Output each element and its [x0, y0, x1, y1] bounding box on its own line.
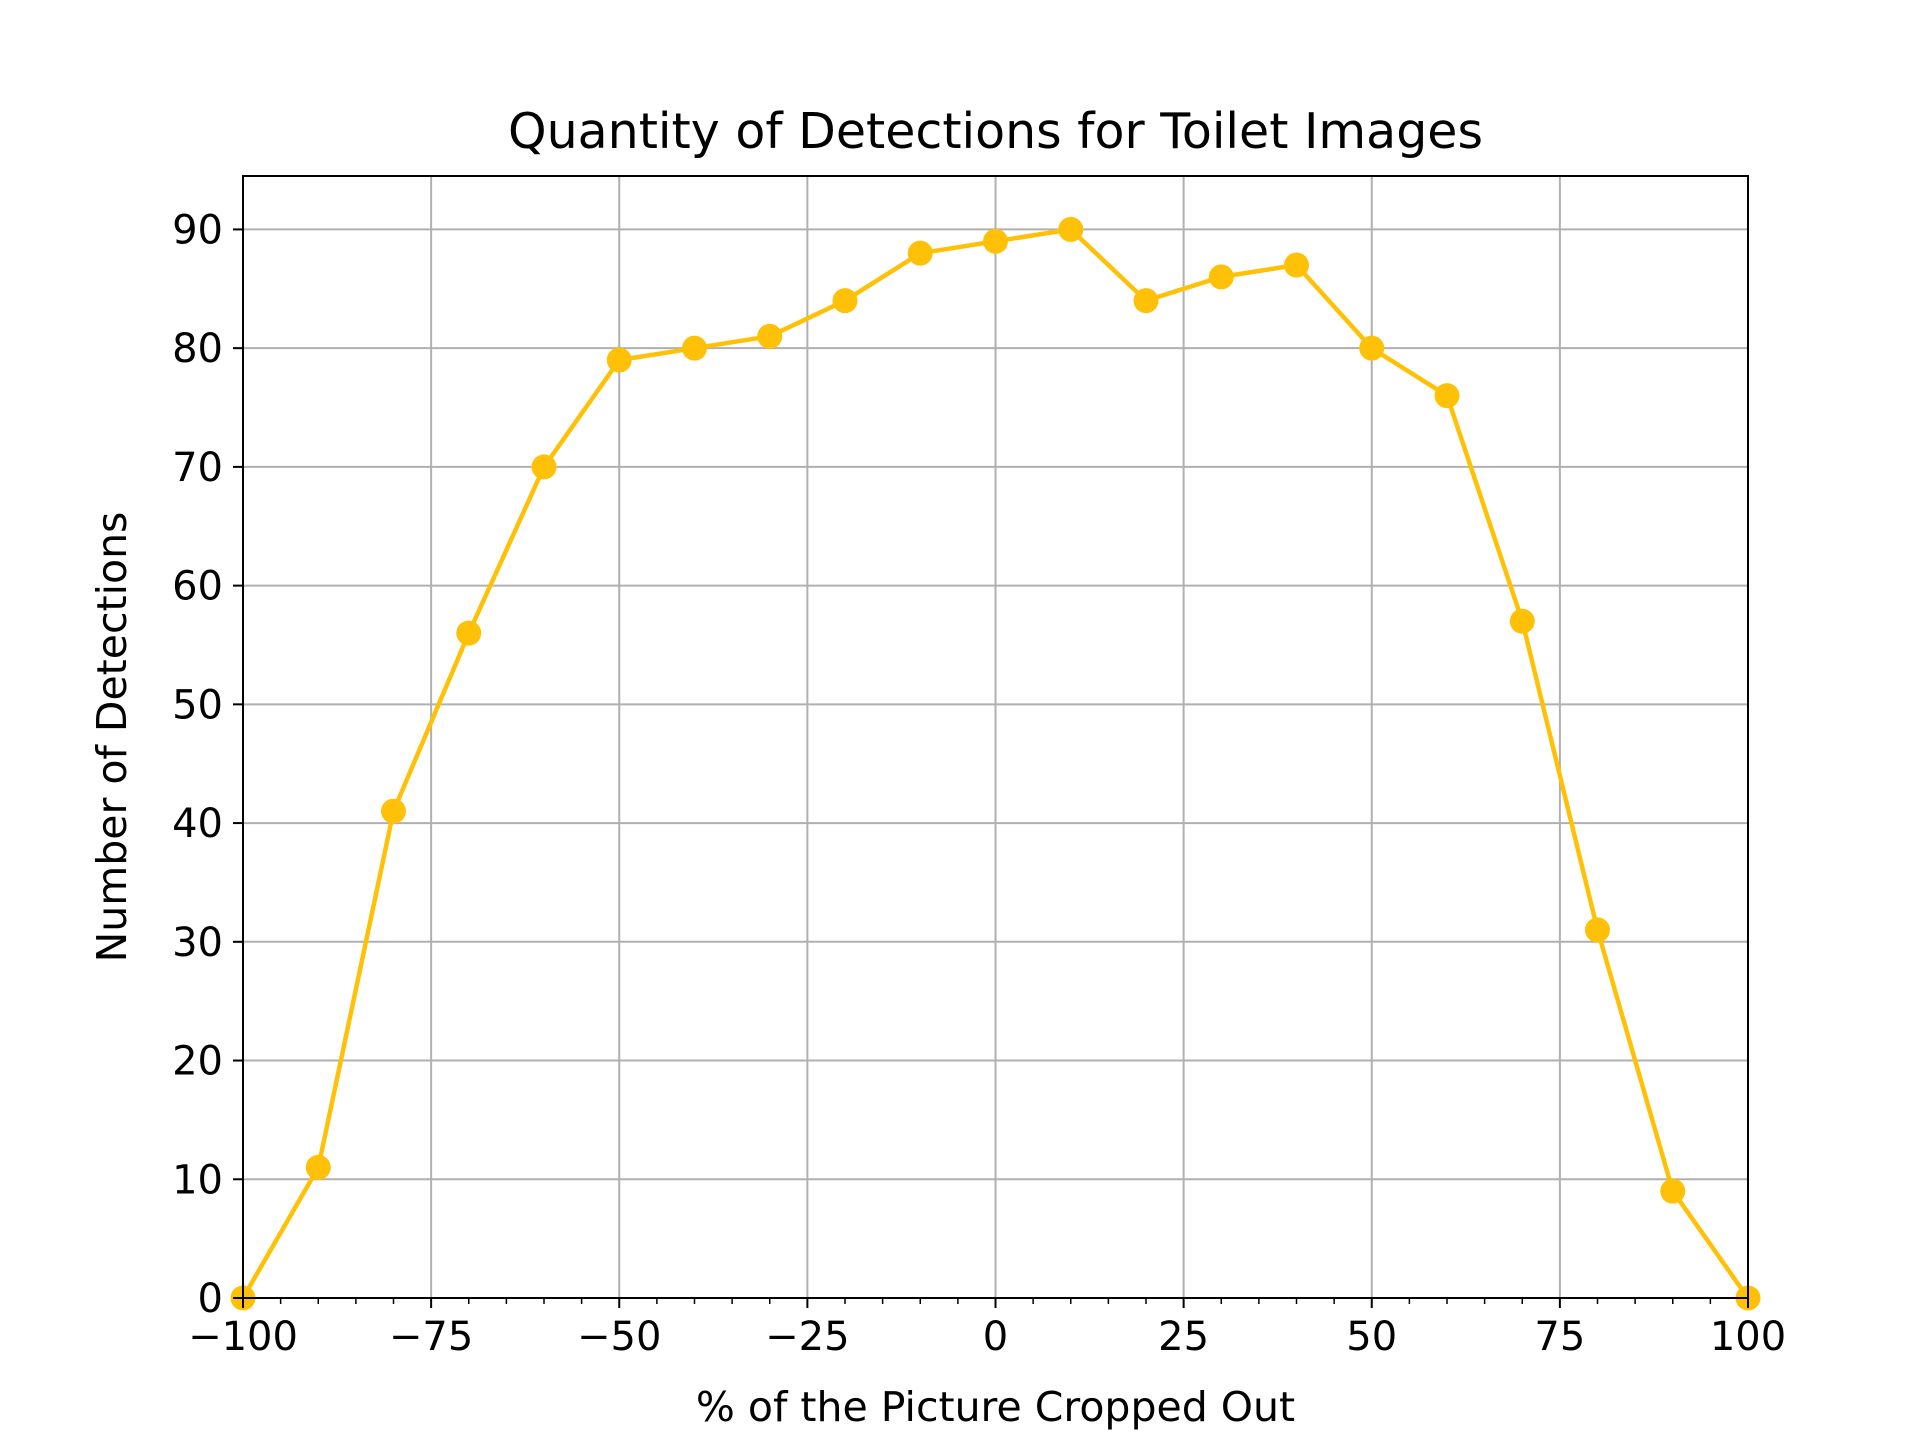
y-tick-label: 0: [198, 1276, 223, 1322]
data-point: [305, 1154, 331, 1180]
data-point: [907, 240, 933, 266]
x-tick-label: 75: [1534, 1314, 1585, 1360]
x-tick-label: 100: [1710, 1314, 1786, 1360]
series-layer: [230, 216, 1761, 1311]
y-tick-label: 90: [172, 207, 223, 253]
data-point: [1359, 335, 1385, 361]
y-tick-label: 80: [172, 326, 223, 372]
ticks: −100 −75 −50 −25 0 25 50 75 100 0 10 20 30 40 50 60 70 80…: [172, 207, 1786, 1360]
x-axis-label: % of the Picture Cropped Out: [696, 1383, 1295, 1431]
data-point: [1585, 917, 1610, 943]
y-tick-label: 20: [172, 1039, 223, 1085]
data-point: [1284, 252, 1309, 278]
data-point: [1208, 264, 1234, 290]
y-tick-label: 40: [172, 801, 223, 847]
x-tick-label: −100: [188, 1314, 298, 1360]
data-point: [757, 323, 783, 349]
y-tick-label: 50: [172, 682, 223, 728]
data-point: [531, 454, 557, 480]
x-tick-label: −50: [577, 1314, 661, 1360]
data-point: [1133, 288, 1159, 314]
data-point: [381, 798, 406, 824]
data-point: [682, 335, 707, 361]
chart-title: Quantity of Detections for Toilet Images: [508, 103, 1483, 160]
data-point: [983, 228, 1008, 254]
data-point: [1660, 1178, 1686, 1204]
data-point: [1058, 216, 1084, 242]
x-tick-label: 25: [1158, 1314, 1209, 1360]
x-tick-label: −25: [765, 1314, 849, 1360]
y-tick-label: 60: [172, 564, 223, 610]
data-point: [832, 288, 858, 314]
x-tick-label: −75: [389, 1314, 473, 1360]
y-tick-label: 30: [172, 920, 223, 966]
data-point: [1509, 608, 1535, 634]
data-point: [606, 347, 632, 373]
data-point: [456, 620, 482, 646]
y-axis-label: Number of Detections: [88, 512, 136, 963]
x-tick-label: 0: [983, 1314, 1008, 1360]
y-tick-label: 70: [172, 445, 223, 491]
data-point: [1434, 383, 1460, 409]
x-tick-label: 50: [1346, 1314, 1397, 1360]
y-tick-label: 10: [172, 1157, 223, 1203]
